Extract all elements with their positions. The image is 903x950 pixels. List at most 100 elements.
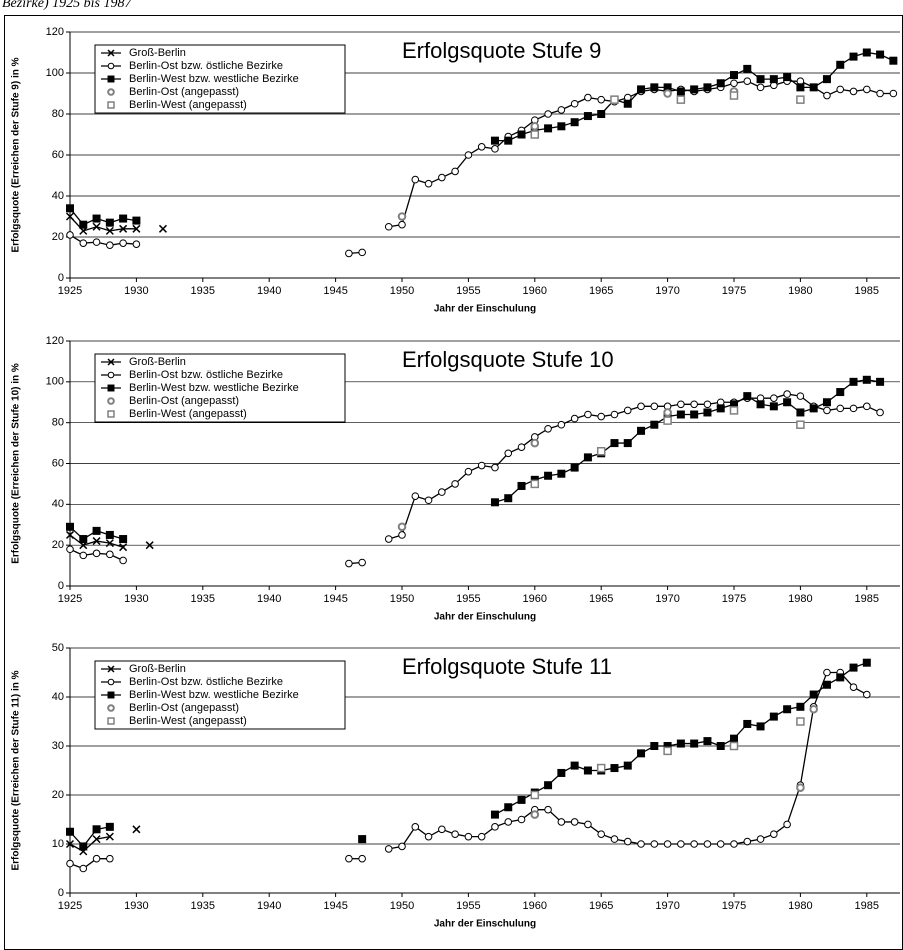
x-axis-label: Jahr der Einschulung xyxy=(434,919,536,930)
x-tick-label: 1975 xyxy=(722,900,746,912)
marker xyxy=(849,87,858,96)
marker xyxy=(863,402,871,411)
marker xyxy=(637,749,646,758)
marker xyxy=(610,439,619,448)
marker xyxy=(570,414,579,423)
marker xyxy=(132,216,141,225)
marker xyxy=(384,222,393,231)
marker xyxy=(119,543,128,552)
marker xyxy=(79,864,88,873)
marker xyxy=(822,398,831,407)
marker xyxy=(530,122,540,131)
marker xyxy=(796,95,805,104)
marker xyxy=(690,85,699,94)
marker xyxy=(66,522,74,531)
marker xyxy=(517,481,526,490)
x-tick-label: 1980 xyxy=(788,593,812,605)
legend-box xyxy=(94,353,346,423)
series-line xyxy=(69,836,110,853)
marker xyxy=(690,739,699,748)
y-tick-label: 80 xyxy=(52,108,64,120)
legend-marker xyxy=(107,410,115,418)
x-tick-label: 1955 xyxy=(456,285,480,297)
marker xyxy=(623,761,632,770)
marker xyxy=(477,143,486,151)
legend-label: Berlin-Ost bzw. östliche Bezirke xyxy=(129,60,283,72)
marker xyxy=(836,388,845,397)
y-tick-label: 20 xyxy=(52,789,64,801)
marker xyxy=(677,400,685,409)
marker xyxy=(530,810,540,819)
marker xyxy=(119,535,128,544)
marker xyxy=(637,85,646,94)
marker xyxy=(650,742,659,750)
marker xyxy=(703,408,712,417)
marker xyxy=(384,535,393,543)
marker xyxy=(464,151,473,159)
x-tick-label: 1975 xyxy=(722,593,746,605)
marker xyxy=(716,79,725,88)
marker xyxy=(398,220,406,229)
x-tick-label: 1935 xyxy=(191,900,215,912)
y-tick-label: 30 xyxy=(52,740,64,752)
x-tick-label: 1935 xyxy=(191,285,215,297)
x-tick-label: 1955 xyxy=(456,900,480,912)
x-tick-label: 1965 xyxy=(589,900,613,912)
y-tick-label: 20 xyxy=(52,539,64,551)
series-line xyxy=(69,826,110,848)
marker xyxy=(92,238,101,246)
marker xyxy=(451,480,459,488)
legend-marker xyxy=(107,704,115,712)
x-tick-label: 1935 xyxy=(191,593,215,605)
marker xyxy=(398,531,406,539)
chart-title: Erfolgsquote Stufe 11 xyxy=(402,654,612,679)
marker xyxy=(464,832,473,841)
y-tick-label: 10 xyxy=(52,838,64,850)
y-tick-label: 20 xyxy=(52,231,64,243)
y-tick-label: 0 xyxy=(58,580,64,592)
marker xyxy=(676,739,685,748)
marker xyxy=(92,854,101,863)
series-line xyxy=(494,662,868,816)
x-tick-label: 1985 xyxy=(855,593,879,605)
legend-label: Groß-Berlin xyxy=(129,663,186,675)
marker xyxy=(610,95,619,104)
marker xyxy=(451,830,459,839)
marker xyxy=(490,810,499,819)
marker xyxy=(438,173,446,182)
legend-marker xyxy=(107,49,115,57)
marker xyxy=(119,239,127,247)
marker xyxy=(663,89,672,98)
marker xyxy=(438,488,446,496)
legend-marker xyxy=(107,358,115,366)
x-tick-label: 1930 xyxy=(124,593,148,605)
marker xyxy=(132,825,141,834)
marker xyxy=(544,471,553,480)
y-tick-label: 40 xyxy=(52,691,64,703)
marker xyxy=(756,75,765,84)
marker xyxy=(544,805,552,814)
x-tick-label: 1985 xyxy=(855,900,879,912)
marker xyxy=(504,803,513,812)
legend-label: Berlin-Ost bzw. östliche Bezirke xyxy=(129,676,283,688)
marker xyxy=(650,402,659,411)
marker xyxy=(119,214,128,223)
y-axis-label: Erfolgsquote (Erreichen der Stufe 9) in … xyxy=(11,57,22,252)
marker xyxy=(66,545,74,554)
marker xyxy=(504,136,513,145)
marker xyxy=(783,398,792,407)
y-tick-label: 120 xyxy=(46,335,64,347)
chart-title: Erfolgsquote Stufe 9 xyxy=(402,38,601,63)
marker xyxy=(79,535,88,544)
legend-label: Berlin-West (angepasst) xyxy=(129,715,247,727)
x-tick-label: 1980 xyxy=(788,285,812,297)
x-tick-label: 1965 xyxy=(589,285,613,297)
marker xyxy=(451,167,459,176)
marker xyxy=(690,400,698,409)
y-tick-label: 40 xyxy=(52,190,64,202)
marker xyxy=(411,175,420,184)
marker xyxy=(105,218,114,227)
marker xyxy=(730,840,738,848)
marker xyxy=(809,83,818,92)
marker xyxy=(756,83,765,92)
